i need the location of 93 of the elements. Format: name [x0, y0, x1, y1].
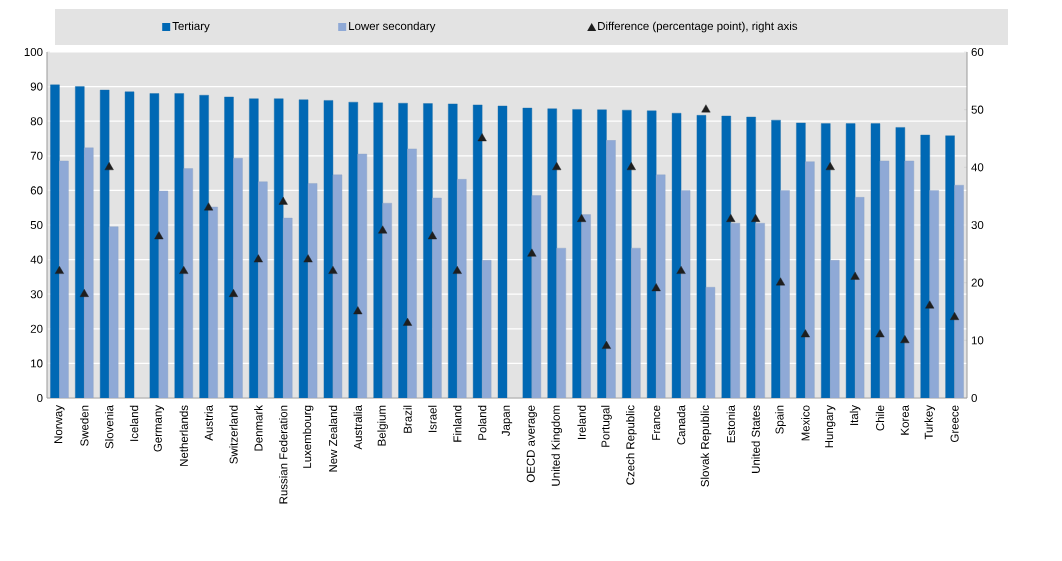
y2-tick-label: 40 [971, 163, 984, 172]
point [701, 104, 711, 113]
y2-tick-label: 0 [971, 393, 977, 403]
point [527, 248, 537, 257]
x-tick-label: Switzerland [229, 405, 238, 464]
point [452, 265, 462, 274]
legend-label: Tertiary [172, 21, 210, 33]
y-tick-label: 40 [30, 255, 43, 264]
x-tick-label: Ireland [577, 405, 586, 439]
point [950, 312, 960, 320]
y-tick-label: 100 [24, 47, 43, 57]
y2-tick-label: 50 [971, 105, 984, 114]
x-tick-label: Slovak Republic [700, 405, 712, 487]
point [577, 214, 587, 222]
point [328, 265, 338, 274]
x-tick-label: Canada [676, 405, 686, 445]
y-tick-label: 90 [30, 82, 43, 91]
point [228, 289, 238, 297]
y-tick-label: 30 [30, 290, 43, 299]
x-tick-label: Hungary [825, 405, 836, 448]
point [253, 254, 263, 263]
x-tick-label: Italy [849, 405, 861, 425]
point [477, 133, 487, 142]
x-tick-label: Germany [153, 405, 165, 452]
x-tick-label: OECD average [526, 405, 538, 483]
point [403, 317, 413, 326]
point [278, 196, 288, 205]
x-tick-label: United States [751, 405, 760, 473]
x-tick-label: Spain [775, 405, 786, 434]
x-tick-label: Netherlands [179, 405, 188, 466]
point [776, 277, 786, 286]
point [179, 265, 189, 274]
point [154, 231, 164, 240]
point [303, 254, 313, 263]
y-tick-label: 80 [30, 117, 43, 126]
point [651, 283, 661, 292]
x-tick-label: Czech Republic [626, 405, 637, 485]
x-tick-label: Brazil [403, 405, 412, 433]
x-tick-label: Denmark [254, 404, 263, 451]
y2-tick-label: 30 [971, 220, 984, 230]
point [800, 329, 810, 338]
x-tick-label: Estonia [726, 405, 735, 443]
x-tick-label: Russian Federation [279, 405, 288, 504]
x-tick-label: Turkey [924, 405, 936, 440]
point [925, 300, 935, 309]
legend-label: Lower secondary [349, 21, 436, 33]
y2-tick-label: 60 [971, 47, 984, 57]
x-tick-label: Sweden [80, 405, 89, 446]
y2-tick-label: 20 [971, 278, 984, 287]
x-tick-label: Korea [900, 405, 909, 435]
x-tick-label: Belgium [377, 405, 389, 446]
x-tick-label: Chile [875, 405, 885, 431]
y-tick-label: 60 [30, 186, 43, 195]
x-tick-label: New Zealand [328, 405, 338, 472]
x-tick-label: Iceland [129, 405, 139, 441]
point [601, 340, 611, 349]
point [552, 162, 562, 171]
y-tick-label: 0 [37, 393, 43, 403]
x-tick-label: Finland [453, 405, 462, 442]
x-tick-label: Israel [428, 405, 437, 432]
x-tick-label: Austria [204, 405, 213, 441]
x-tick-label: Norway [54, 405, 65, 443]
x-tick-label: Greece [950, 405, 959, 442]
point [875, 329, 885, 338]
point [427, 231, 437, 240]
point [850, 271, 860, 280]
point [54, 265, 64, 274]
point [751, 214, 761, 222]
x-tick-label: Portugal [601, 405, 612, 447]
point [626, 162, 636, 171]
x-tick-label: Luxembourg [302, 405, 314, 468]
x-tick-label: Slovenia [104, 405, 114, 449]
point [104, 162, 114, 171]
y-tick-label: 70 [30, 151, 43, 160]
point [204, 202, 214, 211]
y-tick-label: 10 [31, 359, 43, 368]
point [726, 214, 736, 222]
point [79, 289, 89, 297]
point [900, 335, 910, 344]
point [353, 306, 363, 315]
x-tick-label: Japan [501, 405, 513, 437]
y2-tick-label: 10 [971, 336, 984, 345]
point [378, 225, 388, 234]
y-tick-label: 20 [30, 324, 43, 333]
legend-label: Difference (percentage point), right axis [598, 21, 798, 33]
x-tick-label: France [652, 405, 661, 440]
point [825, 162, 835, 171]
y-tick-label: 50 [30, 220, 43, 230]
x-tick-label: Australia [353, 405, 363, 450]
x-tick-label: Poland [477, 405, 487, 440]
x-tick-label: Mexico [801, 405, 810, 441]
point [676, 265, 686, 274]
x-tick-label: United Kingdom [551, 405, 563, 486]
